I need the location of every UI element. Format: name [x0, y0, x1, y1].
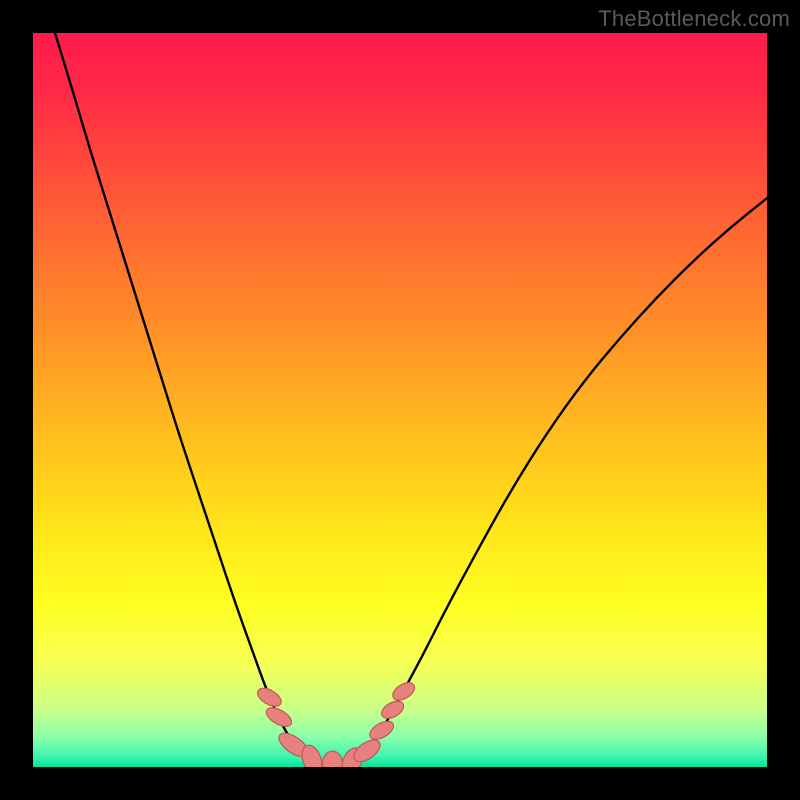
bottleneck-chart: [33, 33, 767, 767]
outer-frame: TheBottleneck.com: [0, 0, 800, 800]
watermark-text: TheBottleneck.com: [598, 6, 790, 32]
chart-background: [33, 33, 767, 767]
